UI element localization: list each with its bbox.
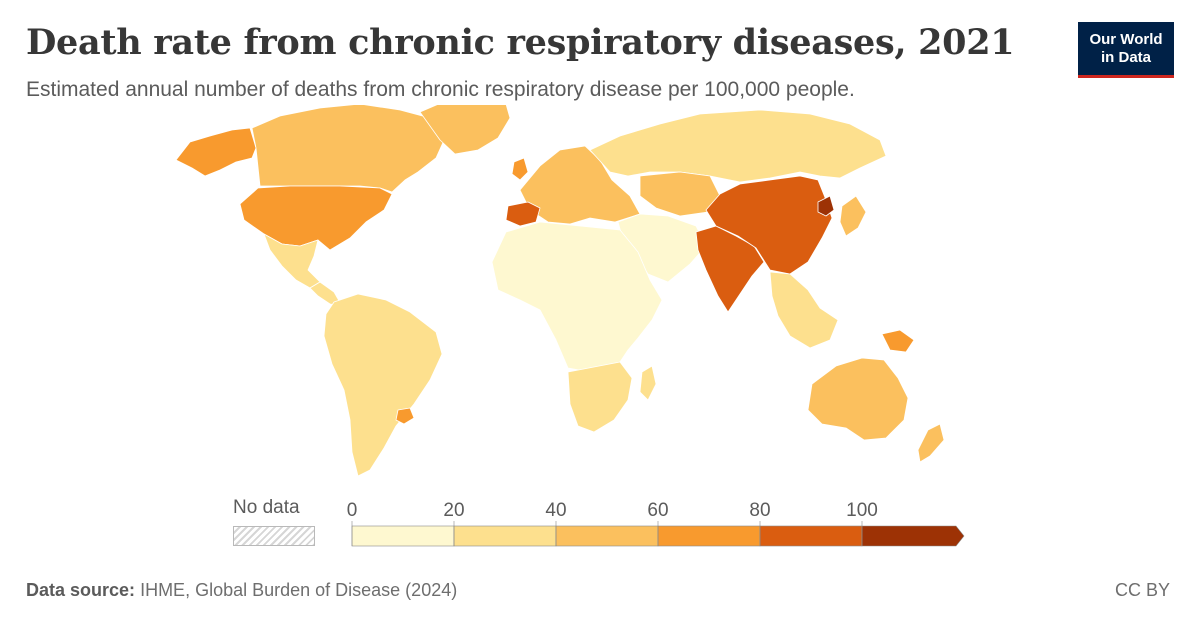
world-map <box>175 105 945 477</box>
country-canada[interactable] <box>251 105 446 193</box>
country-mexico[interactable] <box>263 233 321 289</box>
chart-subtitle: Estimated annual number of deaths from c… <box>26 78 855 101</box>
logo-line-2: in Data <box>1100 49 1151 66</box>
country-china[interactable] <box>705 175 833 275</box>
country-russia[interactable] <box>589 109 887 183</box>
legend-bin-40-60[interactable] <box>555 525 659 547</box>
country-south-america[interactable] <box>323 293 443 477</box>
legend-bin-100-plus[interactable] <box>861 525 965 547</box>
country-southern-africa[interactable] <box>567 361 633 433</box>
owid-logo[interactable]: Our World in Data <box>1078 22 1174 78</box>
data-source: Data source: IHME, Global Burden of Dise… <box>26 580 457 601</box>
country-united-states[interactable] <box>239 185 393 251</box>
legend-bin-80-100[interactable] <box>759 525 863 547</box>
legend-bin-60-80[interactable] <box>657 525 761 547</box>
legend-tick-label: 0 <box>347 500 358 521</box>
color-legend: 0 20 40 60 80 100 <box>347 500 965 547</box>
chart-title: Death rate from chronic respiratory dise… <box>26 22 1015 63</box>
country-north-korea[interactable] <box>817 195 835 217</box>
legend-tick-label: 100 <box>846 500 878 521</box>
data-source-text[interactable]: IHME, Global Burden of Disease (2024) <box>140 580 458 600</box>
country-greenland[interactable] <box>419 105 511 155</box>
country-south-asia[interactable] <box>695 225 765 313</box>
country-australia[interactable] <box>807 357 909 441</box>
country-madagascar[interactable] <box>639 365 657 401</box>
legend-bin-20-40[interactable] <box>453 525 557 547</box>
country-papua-new-guinea[interactable] <box>881 329 915 353</box>
no-data-label: No data <box>233 497 300 518</box>
country-southeast-asia[interactable] <box>769 271 839 349</box>
country-spain[interactable] <box>505 201 541 227</box>
logo-line-1: Our World <box>1089 31 1163 48</box>
country-uruguay[interactable] <box>395 407 415 425</box>
country-western-europe[interactable] <box>519 145 641 225</box>
legend-tick-label: 40 <box>545 500 566 521</box>
country-japan[interactable] <box>839 195 867 237</box>
country-united-kingdom[interactable] <box>511 157 529 181</box>
no-data-swatch <box>233 526 315 546</box>
country-alaska[interactable] <box>175 127 257 177</box>
legend-tick-label: 80 <box>749 500 770 521</box>
country-africa[interactable] <box>491 221 663 373</box>
legend-tick-label: 20 <box>443 500 464 521</box>
legend-tick-label: 60 <box>647 500 668 521</box>
legend-bin-0-20[interactable] <box>351 525 455 547</box>
license-link[interactable]: CC BY <box>1114 580 1170 600</box>
data-source-label: Data source: <box>26 580 136 600</box>
country-new-zealand[interactable] <box>917 423 945 463</box>
